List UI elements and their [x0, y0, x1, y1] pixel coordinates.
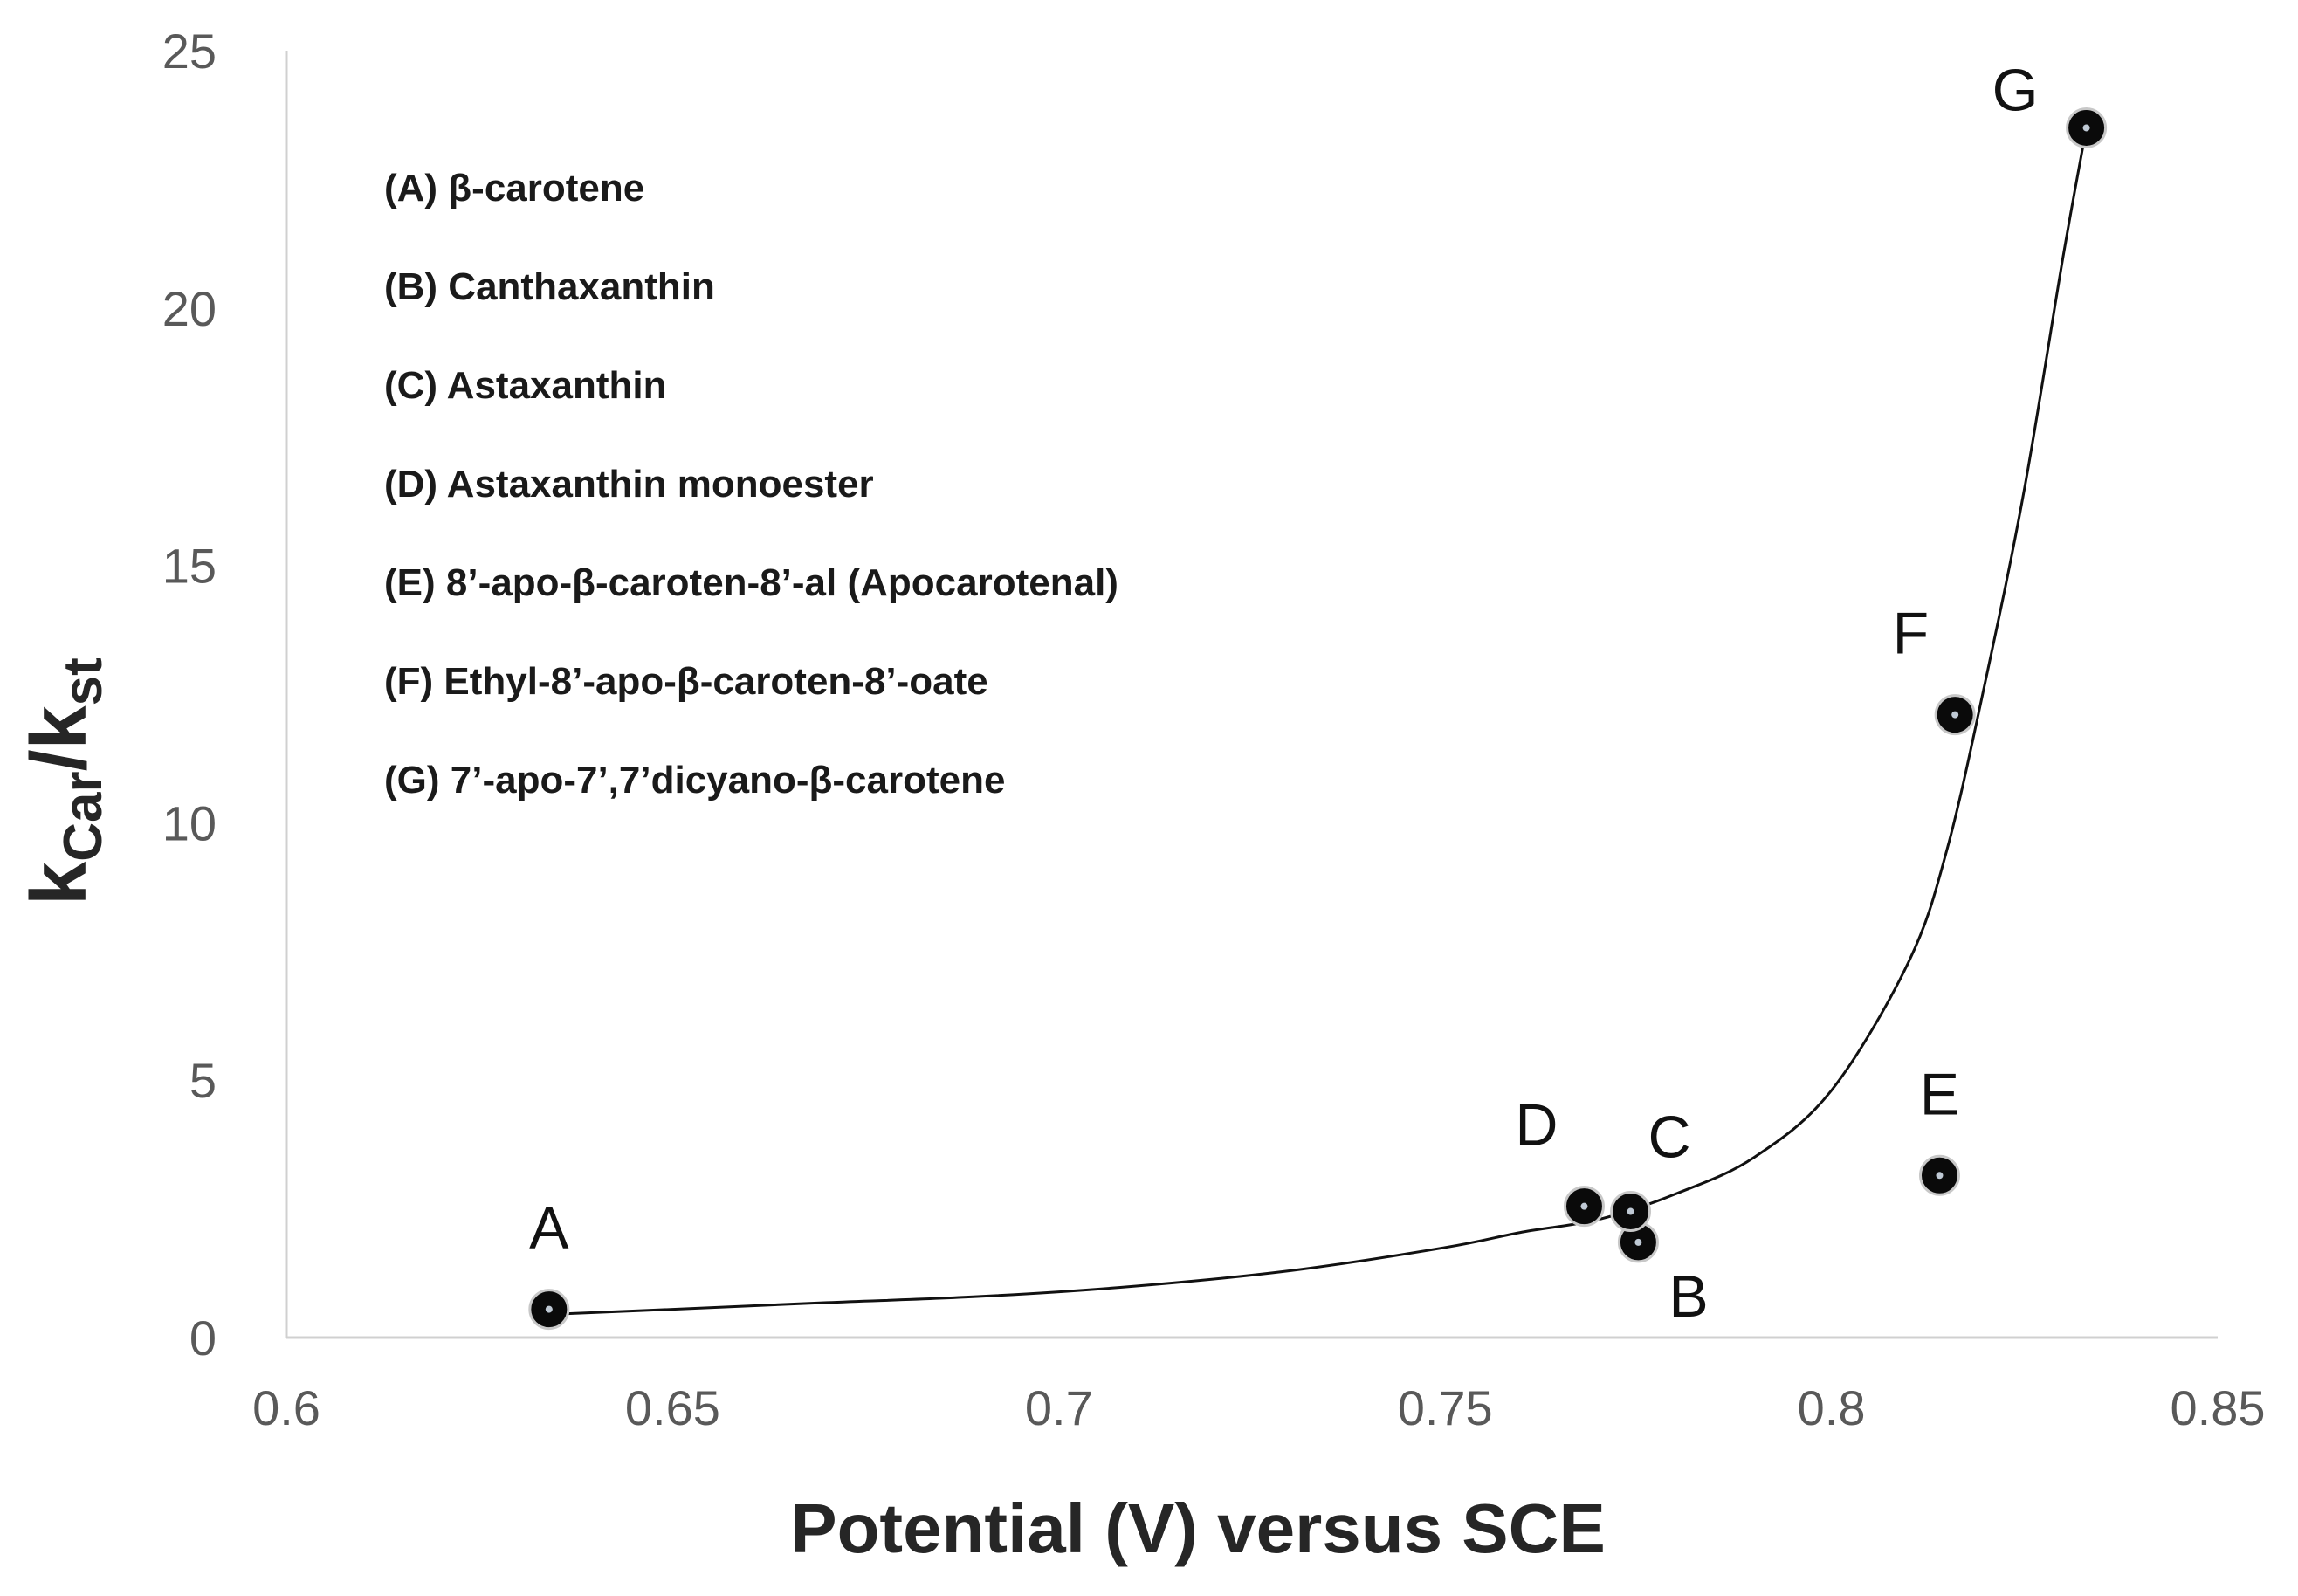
x-tick-label: 0.8: [1798, 1380, 1866, 1435]
y-axis-title-slash: /k: [16, 705, 103, 771]
x-tick-label: 0.65: [625, 1380, 720, 1435]
y-tick-label: 5: [189, 1053, 217, 1108]
x-axis-title: Potential (V) versus SCE: [790, 1489, 1606, 1567]
x-tick-label: 0.7: [1025, 1380, 1093, 1435]
y-tick-label: 15: [162, 539, 217, 594]
point-label: D: [1515, 1092, 1558, 1159]
legend-entry: (F) Ethyl-8’-apo-β-caroten-8’-oate: [384, 660, 988, 703]
data-point-highlight: [1951, 711, 1959, 719]
data-point-highlight: [1580, 1202, 1588, 1210]
x-tick-labels: 0.6 0.65 0.7 0.75 0.8 0.85: [252, 1380, 2265, 1435]
legend: (A) β-carotene (B) Canthaxanthin (C) Astax…: [384, 167, 1118, 801]
x-tick-label: 0.6: [252, 1380, 320, 1435]
trendline: [548, 127, 2088, 1316]
x-tick-label: 0.75: [1398, 1380, 1493, 1435]
y-axis-title-sub2: st: [53, 657, 114, 705]
legend-entry: (A) β-carotene: [384, 167, 644, 210]
y-tick-label: 0: [189, 1311, 217, 1366]
y-axis-title: kCar/kst: [16, 657, 114, 905]
axes: [285, 51, 2218, 1339]
point-label: C: [1648, 1104, 1691, 1171]
data-points: A B C D E F G: [528, 57, 2108, 1331]
point-label: E: [1920, 1061, 1959, 1127]
point-label: F: [1893, 601, 1930, 667]
legend-entry: (C) Astaxanthin: [384, 364, 667, 407]
legend-entry: (G) 7’-apo-7’,7’dicyano-β-carotene: [384, 759, 1005, 801]
x-tick-label: 0.85: [2171, 1380, 2266, 1435]
point-label: A: [529, 1195, 569, 1262]
point-label: B: [1668, 1263, 1708, 1330]
data-point-highlight: [1936, 1172, 1944, 1180]
point-label: G: [1992, 57, 2039, 123]
legend-entry: (D) Astaxanthin monoester: [384, 463, 874, 506]
legend-entry: (B) Canthaxanthin: [384, 265, 715, 308]
y-axis-title-sub1: Car: [53, 771, 114, 861]
data-point-highlight: [1634, 1238, 1642, 1246]
legend-entry: (E) 8’-apo-β-caroten-8’-al (Apocarotenal…: [384, 561, 1118, 604]
y-tick-label: 10: [162, 795, 217, 850]
y-tick-label: 20: [162, 281, 217, 336]
data-point-highlight: [545, 1305, 553, 1313]
y-tick-labels: 0 5 10 15 20 25: [162, 24, 217, 1366]
y-tick-label: 25: [162, 24, 217, 79]
data-point-highlight: [2082, 124, 2090, 132]
y-axis-title-main: k: [16, 861, 103, 905]
data-point-highlight: [1627, 1207, 1634, 1215]
